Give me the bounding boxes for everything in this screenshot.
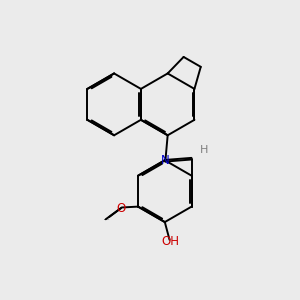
Text: H: H <box>200 145 208 155</box>
Text: O: O <box>116 202 126 214</box>
Text: methoxy: methoxy <box>104 219 110 220</box>
Text: N: N <box>161 154 170 167</box>
Text: OH: OH <box>161 235 179 248</box>
